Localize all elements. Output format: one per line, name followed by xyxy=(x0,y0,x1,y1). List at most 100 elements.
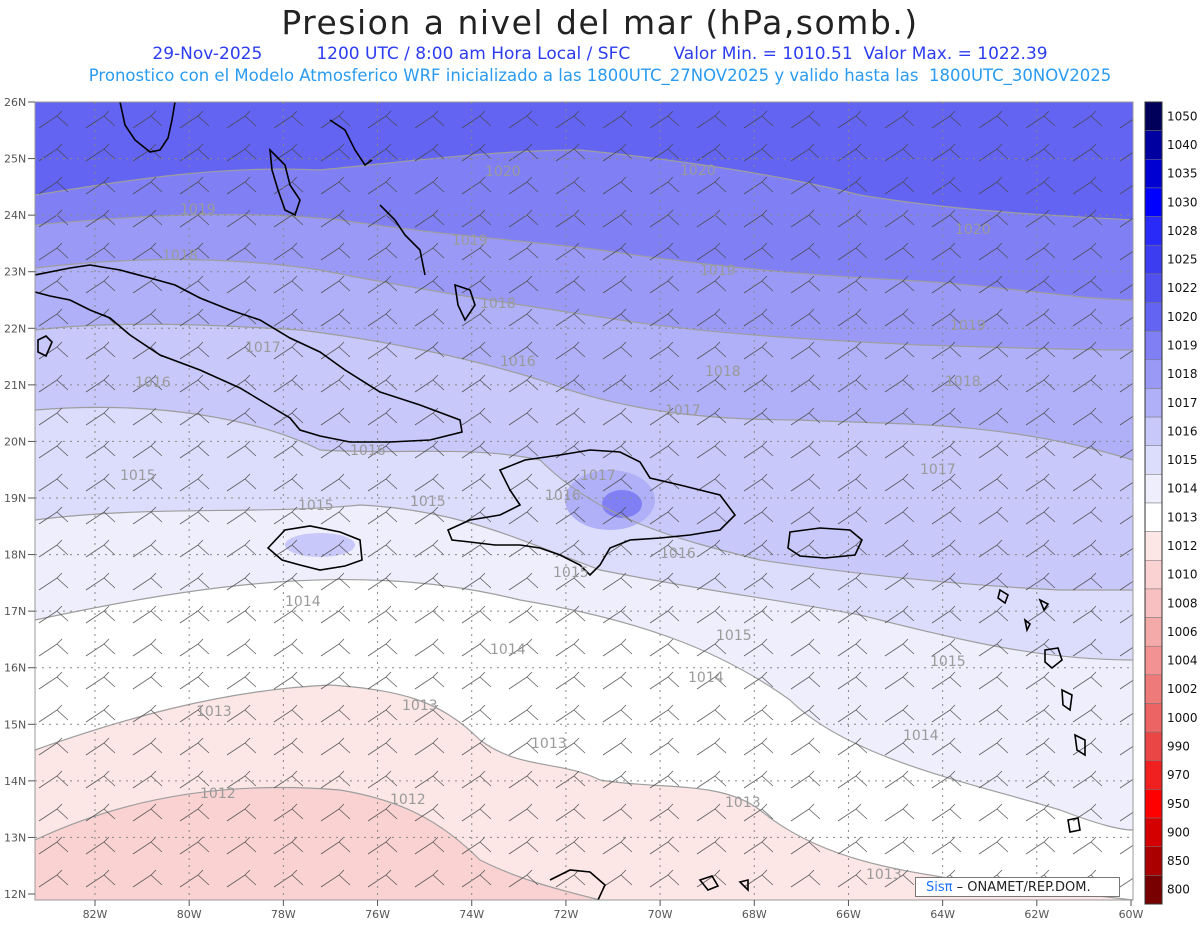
lat-label-14N: 14N xyxy=(4,775,26,788)
colorbar-label-1008: 1008 xyxy=(1167,596,1198,610)
leeward-islands xyxy=(997,588,1050,633)
colorbar-label-1013: 1013 xyxy=(1167,510,1198,524)
isle-of-youth xyxy=(37,335,53,358)
colorbar-swatch xyxy=(1144,474,1163,504)
colorbar-label-1000: 1000 xyxy=(1167,711,1198,725)
colorbar-label-1020: 1020 xyxy=(1167,310,1198,324)
colorbar-swatch xyxy=(1144,846,1163,876)
contour-label: 1016 xyxy=(135,375,171,391)
lon-label-72W: 72W xyxy=(553,908,578,921)
colorbar-label-1004: 1004 xyxy=(1167,654,1198,668)
contour-label: 1013 xyxy=(866,867,902,883)
colorbar-label-1025: 1025 xyxy=(1167,253,1198,267)
model-subtitle: Pronostico con el Modelo Atmosferico WRF… xyxy=(88,66,1112,85)
contour-label: 1019 xyxy=(700,263,736,279)
contour-label: 1017 xyxy=(920,462,956,478)
colorbar-swatch xyxy=(1144,445,1163,475)
lat-label-26N: 26N xyxy=(4,96,26,109)
contour-label: 1018 xyxy=(705,364,741,380)
lon-label-62W: 62W xyxy=(1024,908,1049,921)
max-value: Valor Max. = 1022.39 xyxy=(863,44,1048,64)
colorbar-label-970: 970 xyxy=(1167,768,1190,782)
map-frame xyxy=(34,101,1134,901)
colorbar-label-1028: 1028 xyxy=(1167,224,1198,238)
eleuthera-coast xyxy=(329,119,373,167)
colorbar-label-1035: 1035 xyxy=(1167,167,1198,181)
lat-label-18N: 18N xyxy=(4,549,26,562)
contour-label: 1013 xyxy=(725,795,761,811)
venezuela-coast xyxy=(549,869,606,900)
colorbar-swatch xyxy=(1144,817,1163,847)
contour-label: 1014 xyxy=(285,594,321,610)
colorbar-label-1006: 1006 xyxy=(1167,625,1198,639)
colorbar-swatch xyxy=(1144,760,1163,790)
contour-label: 1017 xyxy=(665,403,701,419)
contour-label: 1018 xyxy=(945,374,981,390)
colorbar-label-1050: 1050 xyxy=(1167,109,1198,123)
contour-label: 1013 xyxy=(402,698,438,714)
colorbar-label-1022: 1022 xyxy=(1167,281,1198,295)
contour-label: 1018 xyxy=(480,296,516,312)
colorbar-swatch xyxy=(1144,359,1163,389)
lat-label-12N: 12N xyxy=(4,888,26,901)
colorbar-swatch xyxy=(1144,875,1163,905)
colorbar-swatch xyxy=(1144,159,1163,189)
contour-label: 1017 xyxy=(245,340,281,356)
contour-label: 1014 xyxy=(688,670,724,686)
lon-label-60W: 60W xyxy=(1119,908,1144,921)
contour-label: 1015 xyxy=(298,498,334,514)
contour-label: 1019 xyxy=(180,202,216,218)
contour-label: 1013 xyxy=(531,736,567,752)
colorbar-swatch xyxy=(1144,273,1163,303)
colorbar-label-1040: 1040 xyxy=(1167,138,1198,152)
colorbar-swatch xyxy=(1144,645,1163,676)
colorbar-label-1015: 1015 xyxy=(1167,453,1198,467)
cuba-coast xyxy=(35,264,463,443)
lon-label-78W: 78W xyxy=(271,908,296,921)
colorbar-swatch xyxy=(1144,302,1163,332)
longitude-axis: 82W 80W 78W 76W 74W 72W 70W 68W 66W 64W 62W 60W xyxy=(83,900,1144,921)
grenada-coast xyxy=(1067,817,1081,833)
contour-label: 1015 xyxy=(553,565,589,581)
colorbar-label-800: 800 xyxy=(1167,883,1190,897)
lon-label-64W: 64W xyxy=(930,908,955,921)
colorbar: 1050 1040 1035 1030 1028 1025 1022 1020 1019 1018… xyxy=(1144,101,1198,905)
colorbar-swatch xyxy=(1144,330,1163,361)
contour-label: 1019 xyxy=(950,318,986,334)
contour-label: 1015 xyxy=(930,654,966,670)
lon-label-68W: 68W xyxy=(742,908,767,921)
colorbar-label-1016: 1016 xyxy=(1167,424,1198,438)
colorbar-swatch xyxy=(1144,388,1163,418)
florida-coast xyxy=(119,102,176,153)
colorbar-swatch xyxy=(1144,187,1163,217)
lat-label-17N: 17N xyxy=(4,605,26,618)
contour-label: 1020 xyxy=(485,164,521,180)
colorbar-label-1012: 1012 xyxy=(1167,539,1198,553)
colorbar-swatch xyxy=(1144,588,1163,618)
colorbar-frame xyxy=(1144,101,1163,905)
lat-label-24N: 24N xyxy=(4,209,26,222)
contour-label: 1015 xyxy=(716,628,752,644)
lat-label-23N: 23N xyxy=(4,266,26,279)
contour-label: 1017 xyxy=(580,468,616,484)
lon-label-80W: 80W xyxy=(177,908,202,921)
lat-label-16N: 16N xyxy=(4,662,26,675)
colorbar-label-1019: 1019 xyxy=(1167,338,1198,352)
colorbar-swatch xyxy=(1144,130,1163,160)
lon-label-76W: 76W xyxy=(365,908,390,921)
contour-label: 1014 xyxy=(903,728,939,744)
colorbar-label-1017: 1017 xyxy=(1167,396,1198,410)
lon-label-70W: 70W xyxy=(648,908,673,921)
colorbar-label-1002: 1002 xyxy=(1167,682,1198,696)
abc-islands xyxy=(698,875,749,892)
colorbar-label-1014: 1014 xyxy=(1167,482,1198,496)
colorbar-label-990: 990 xyxy=(1167,739,1190,753)
colorbar-label-850: 850 xyxy=(1167,854,1190,868)
st-lucia-coast xyxy=(1074,733,1086,757)
contour-label: 1019 xyxy=(452,233,488,249)
coastlines xyxy=(35,102,1086,900)
colorbar-swatch xyxy=(1144,560,1163,590)
puerto-rico-coast xyxy=(787,527,863,559)
forecast-date: 29-Nov-2025 xyxy=(152,44,263,64)
